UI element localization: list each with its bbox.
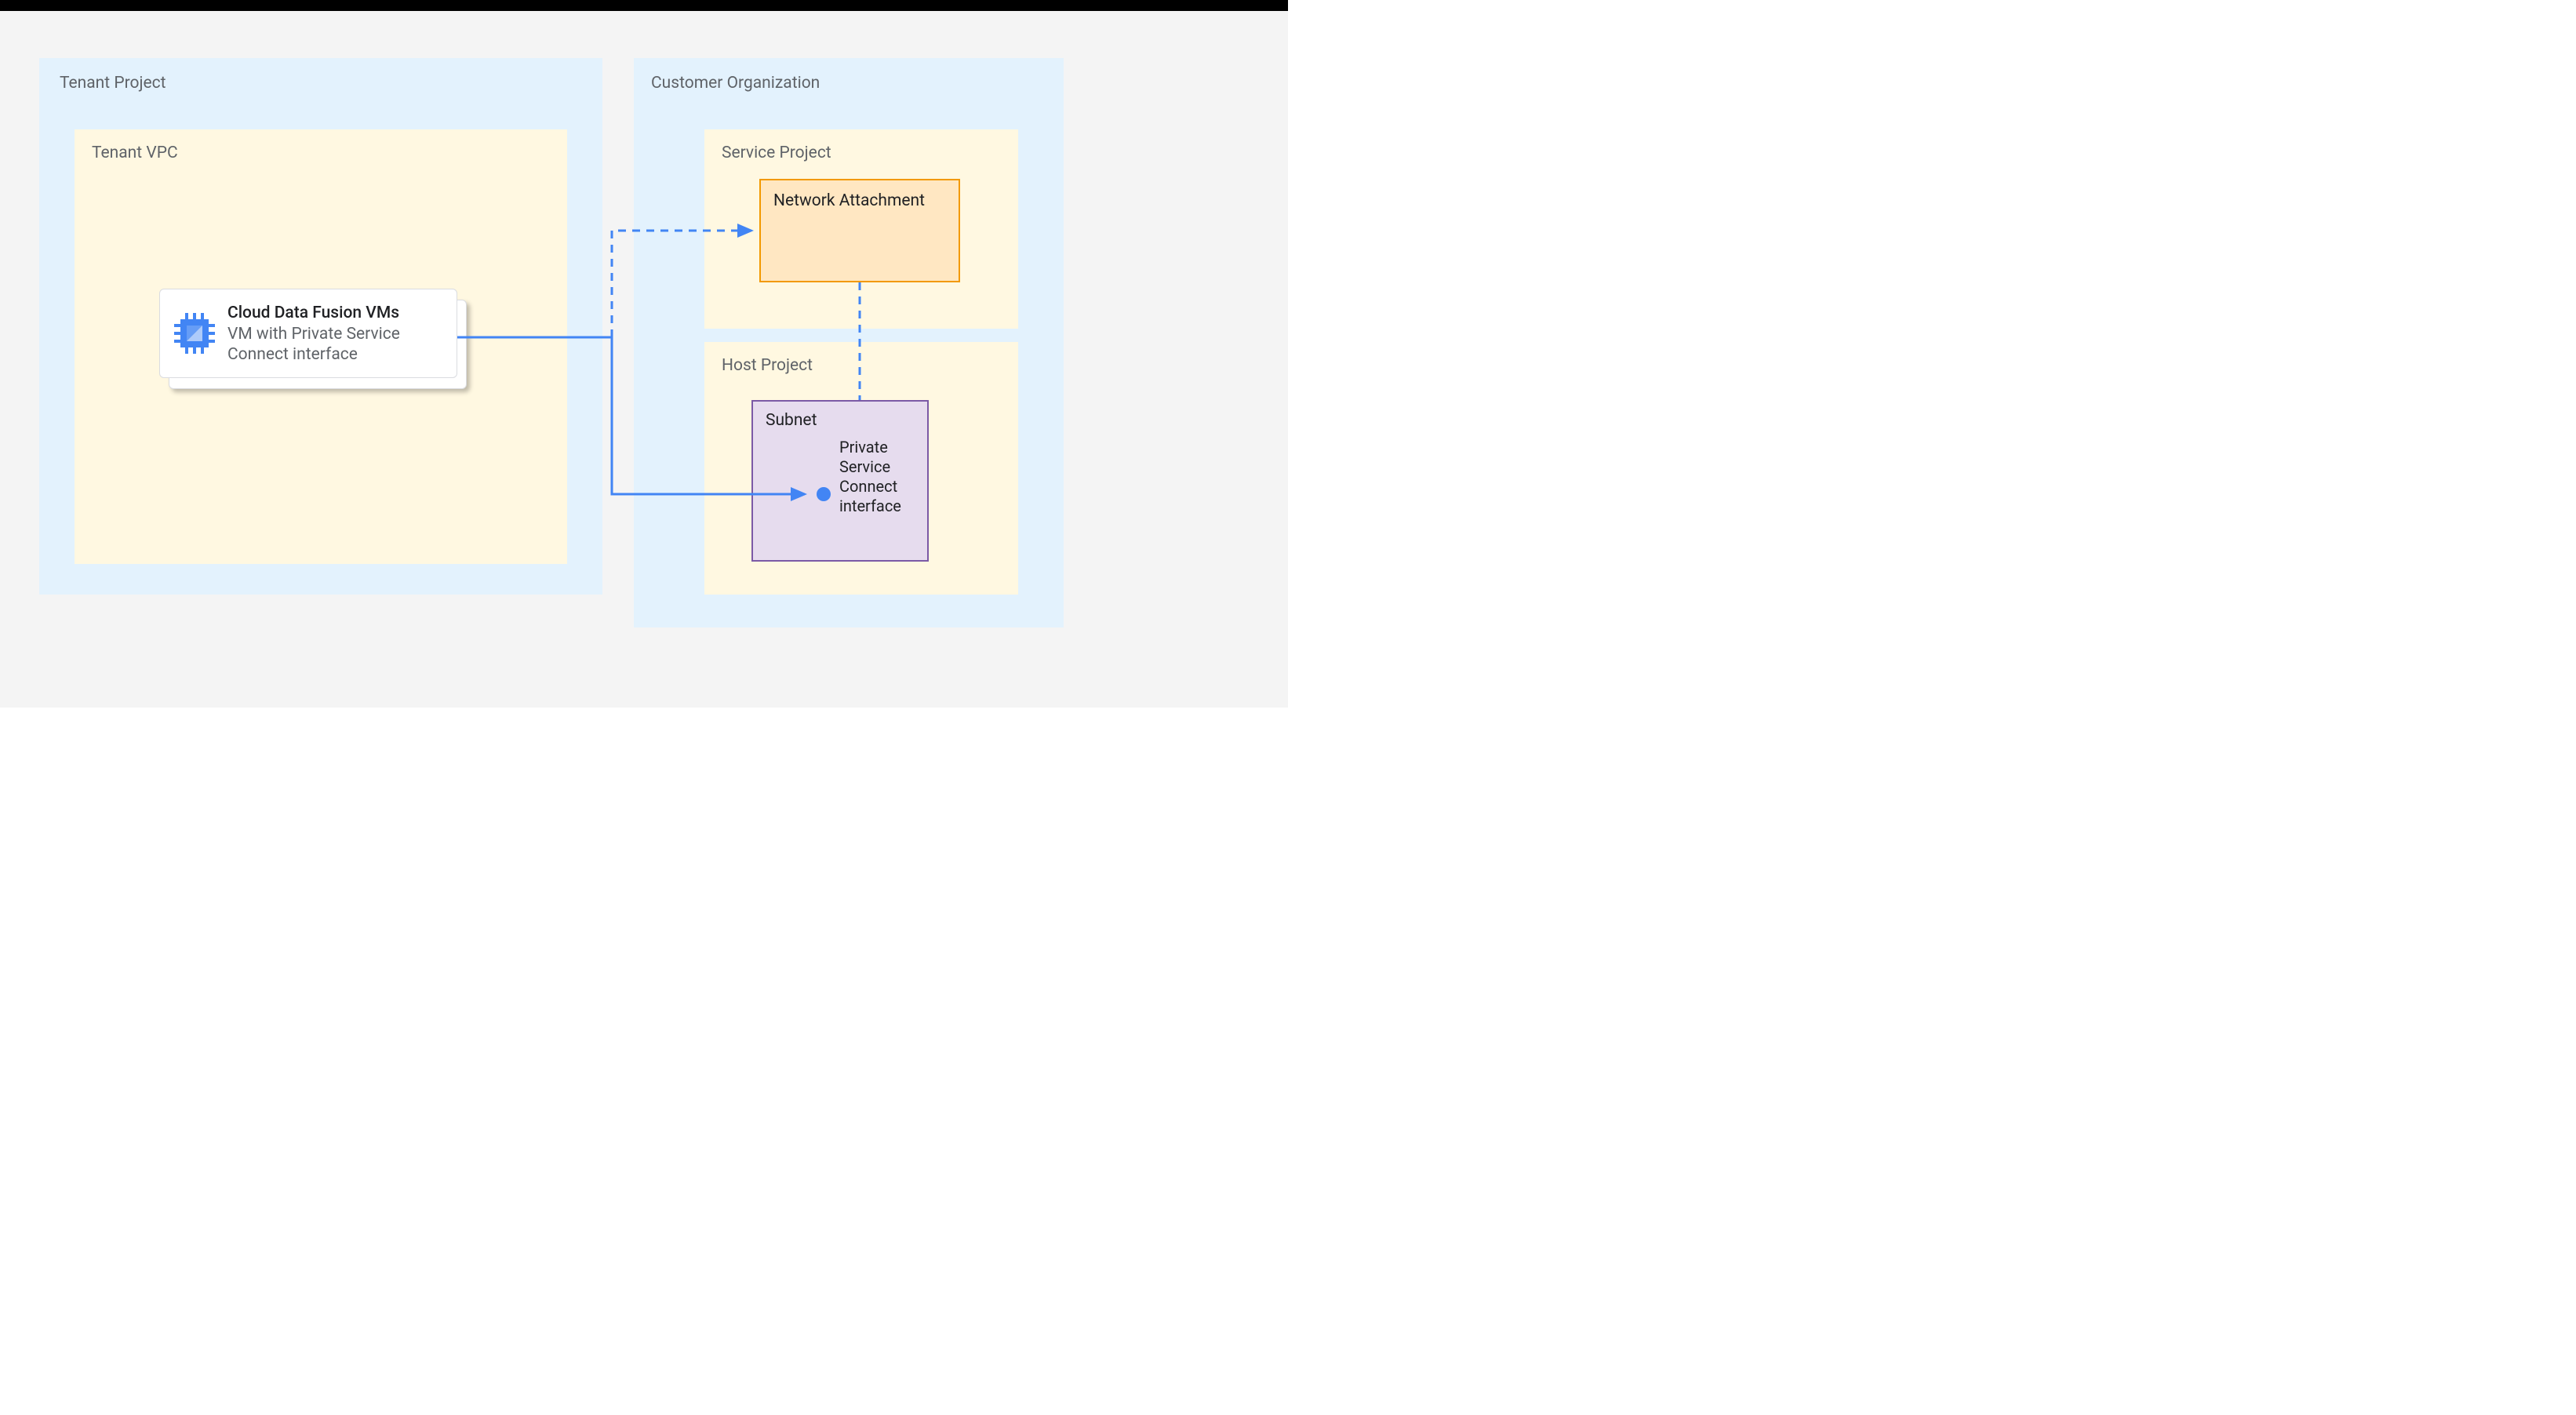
diagram-canvas: Tenant Project Tenant VPC Cloud Data Fus…	[0, 0, 1288, 708]
connector-layer	[0, 0, 1288, 708]
